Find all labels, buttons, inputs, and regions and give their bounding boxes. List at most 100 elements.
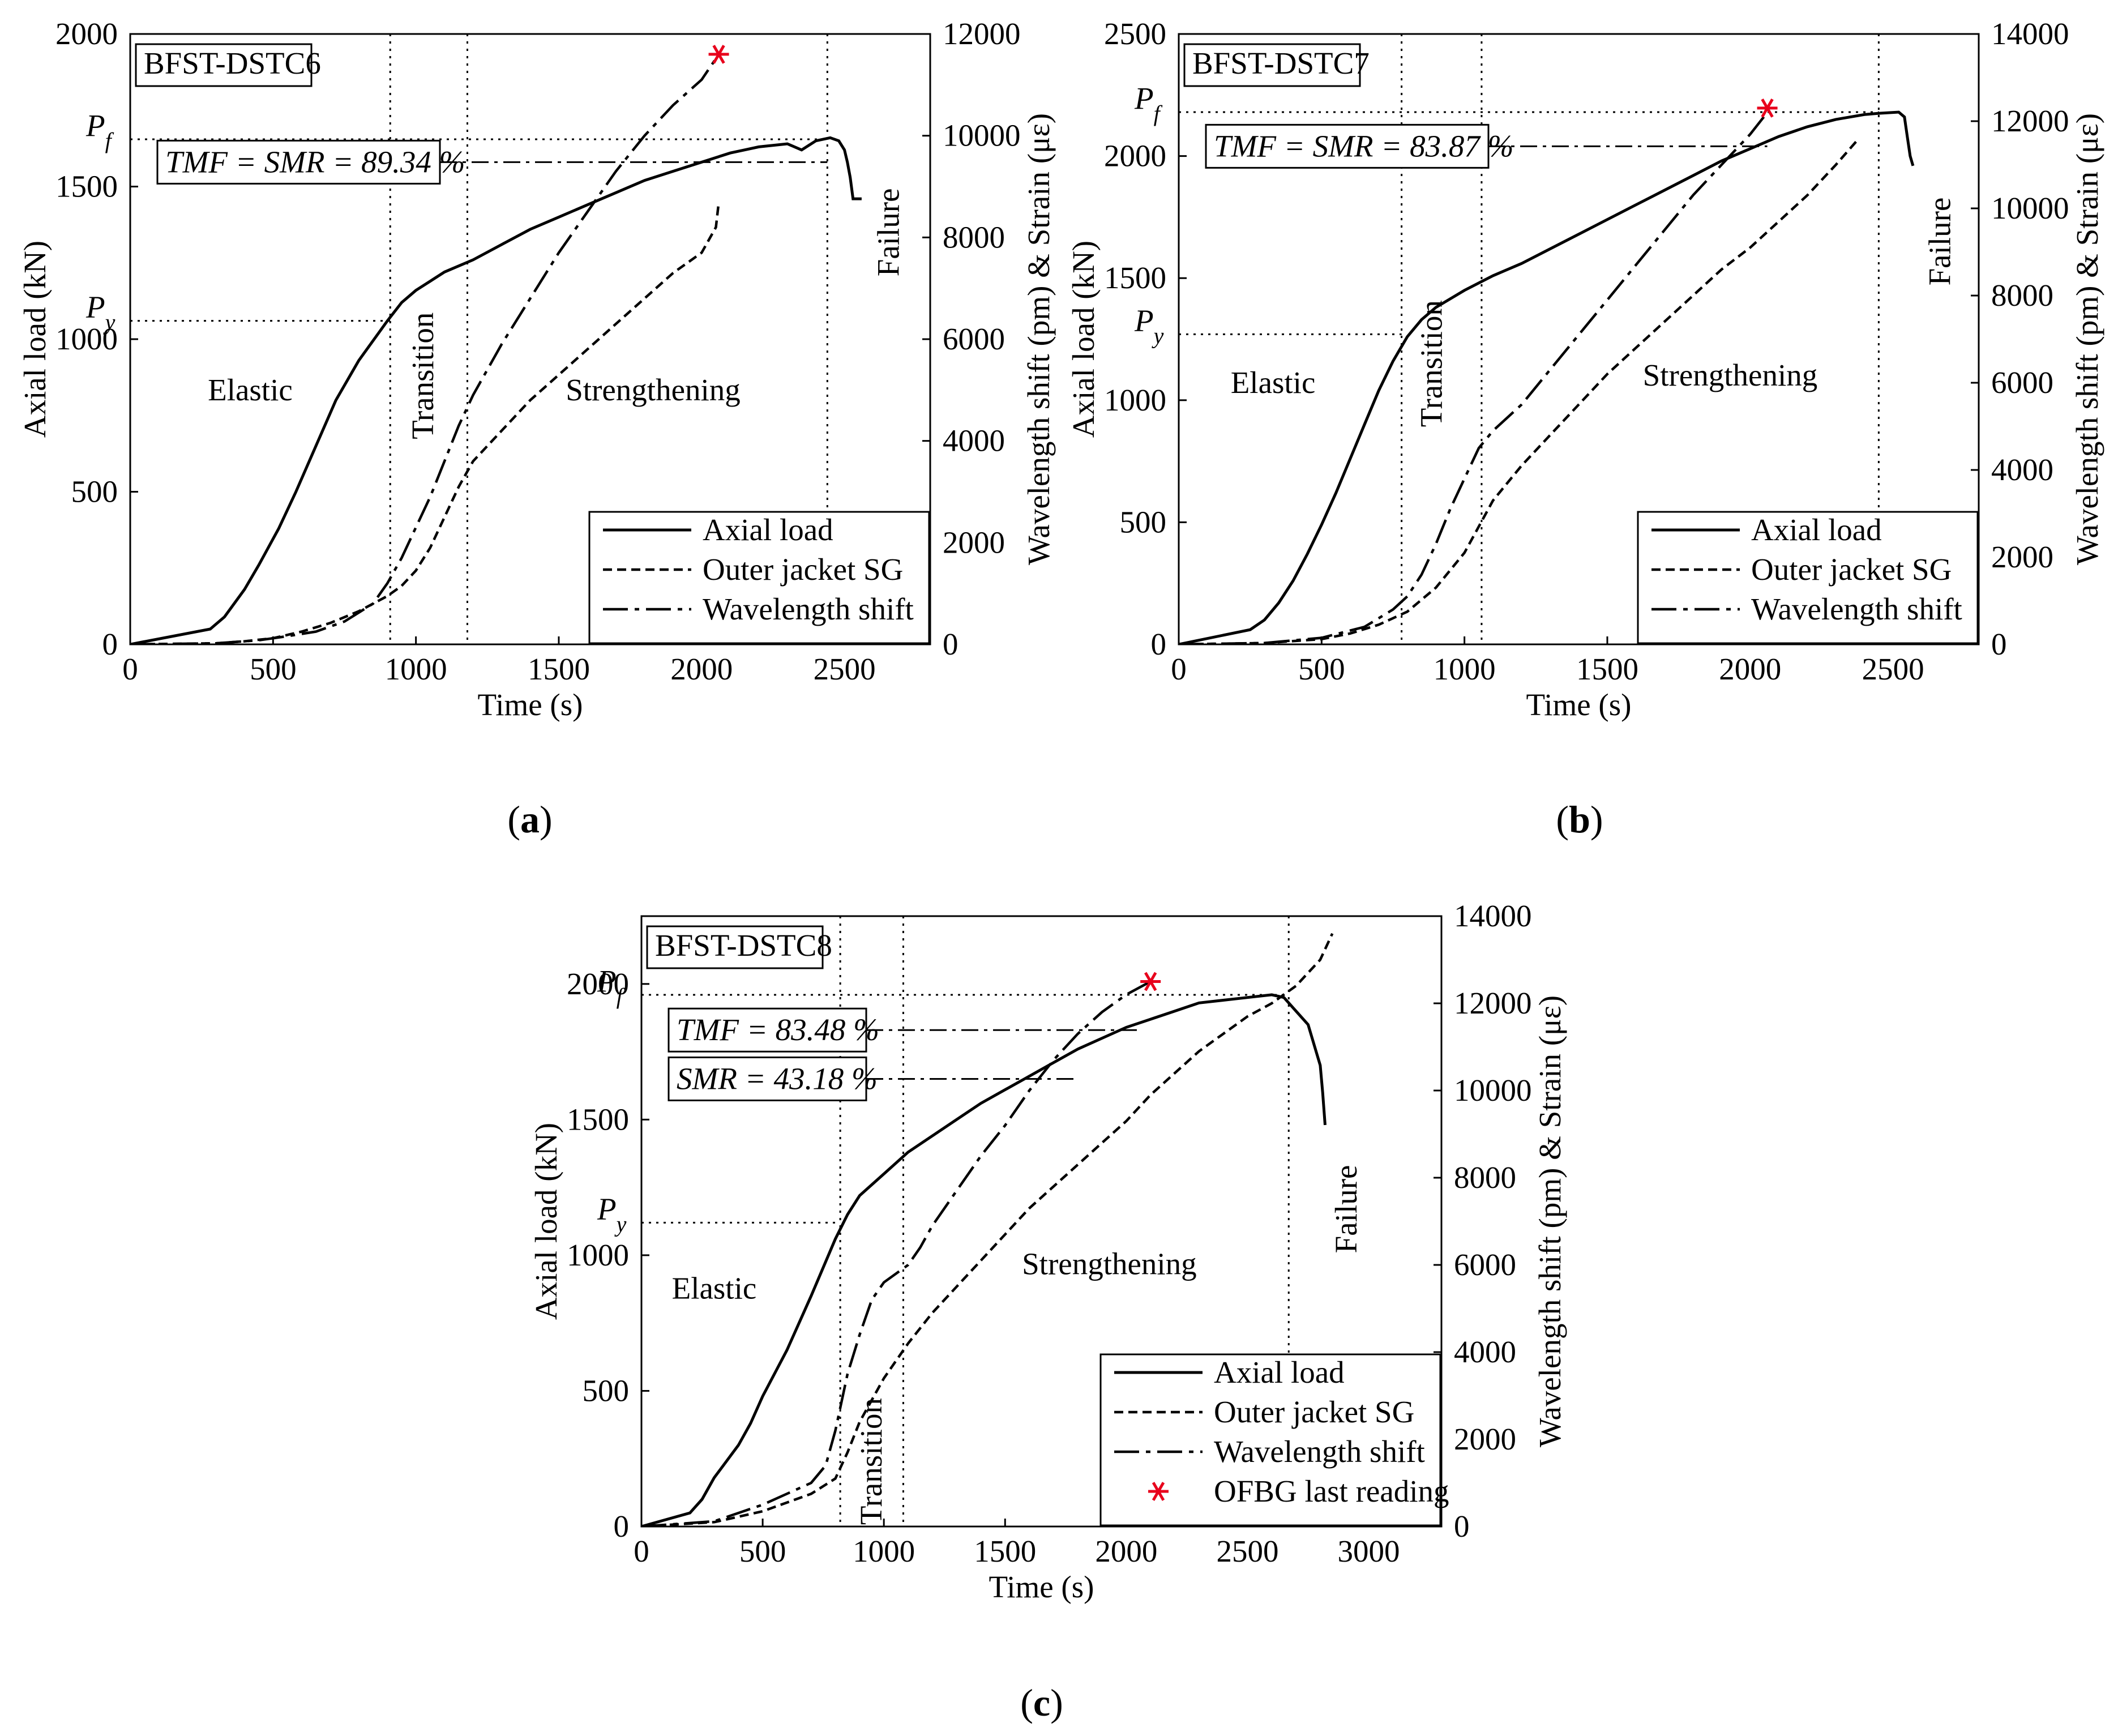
specimen-box [1183,43,1361,87]
x-tick-label: 2500 [1216,1534,1278,1568]
y2-tick-label: 4000 [1454,1335,1516,1369]
series-line-outer-jacket-sg [130,202,720,644]
y2-tick-label: 14000 [1454,899,1532,933]
annotation-box [156,139,441,185]
legend-box [1637,511,1979,644]
pf-label: Pf [85,108,114,153]
y-tick-label: 500 [1120,504,1167,539]
chart-panel-a: 0 500 1000 1500 2000 2500 0 500 1000 1500 2000 0 200… [18,16,1056,841]
py-label: Py [1134,303,1164,348]
chart-panel-c: 0 500 1000 1500 2000 2500 3000 0 500 1000 1500 2000… [529,899,1567,1724]
y-tick-label: 2000 [567,967,629,1001]
x-tick-label: 2000 [670,652,733,686]
y2-tick-label: 2000 [1991,540,2053,574]
x-tick-label: 0 [122,652,138,686]
y-tick-label: 1500 [1104,260,1166,295]
panel-label: (c) [1020,1681,1063,1724]
phase-label: Transition [1414,300,1448,427]
x-axis-label: Time (s) [478,687,583,722]
x-axis-label: Time (s) [989,1570,1094,1604]
x-tick-label: 1500 [528,652,590,686]
y-tick-label: 2000 [1104,139,1166,173]
specimen-label: BFST-DSTC6 [144,46,321,80]
phase-label: Strengthening [566,373,741,407]
y-tick-label: 2500 [1104,16,1166,51]
y-axis-label: Axial load (kN) [529,1123,563,1320]
y2-axis-label: Wavelength shift (pm) & Strain (με) [2070,113,2104,565]
y2-tick-label: 12000 [1454,986,1532,1020]
legend-label: Outer jacket SG [1214,1395,1414,1429]
x-tick-label: 0 [1171,652,1187,686]
series-line-wavelength-shift [130,53,720,644]
series-line-axial-load [641,993,1327,1527]
y2-tick-label: 6000 [1454,1247,1516,1282]
y2-tick-label: 6000 [943,322,1005,356]
phase-label: Elastic [1231,365,1316,400]
y2-tick-label: 10000 [943,118,1021,153]
y-tick-label: 1500 [567,1102,629,1136]
y-tick-label: 1000 [55,322,118,356]
legend-box [588,511,930,644]
x-tick-label: 0 [634,1534,649,1568]
legend-label: Axial load [1214,1355,1345,1389]
ofbg-last-reading-marker [1757,99,1778,118]
legend-label: Wavelength shift [703,592,914,626]
annotation-box [668,1056,867,1101]
annotation-box [1205,123,1490,169]
py-label: Py [597,1191,627,1237]
x-tick-label: 1000 [385,652,447,686]
y2-axis-label: Wavelength shift (pm) & Strain (με) [1533,995,1567,1447]
y-tick-label: 0 [614,1509,630,1543]
phase-label: Elastic [672,1271,757,1306]
phase-label: Failure [1923,198,1957,286]
marker-stroke [1144,972,1157,991]
annotation-box [668,1007,867,1053]
specimen-label: BFST-DSTC7 [1192,46,1370,80]
annotation-text: TMF = 83.48 % [677,1012,879,1047]
annotation-text: TMF = SMR = 89.34 % [165,144,465,179]
phase-label: Strengthening [1022,1246,1197,1281]
marker-stroke [1761,99,1774,118]
x-tick-label: 1000 [853,1534,915,1568]
series-line-wavelength-shift [1179,112,1769,644]
phase-label: Transition [405,313,440,439]
y-tick-label: 500 [71,474,118,509]
marker-stroke [712,45,725,64]
specimen-box [135,43,313,87]
y2-tick-label: 8000 [1991,278,2053,313]
annotation-text: TMF = SMR = 83.87 % [1214,129,1513,163]
annotation-text: SMR = 43.18 % [677,1061,878,1096]
y2-tick-label: 8000 [1454,1160,1516,1195]
series-line-outer-jacket-sg [1179,138,1860,644]
series-line-wavelength-shift [641,980,1152,1527]
x-tick-label: 2000 [1095,1534,1157,1568]
y2-tick-label: 10000 [1991,191,2069,225]
y2-tick-label: 14000 [1991,16,2069,51]
y-tick-label: 1000 [567,1238,629,1272]
series-line-axial-load [1179,110,1915,644]
y2-tick-label: 2000 [1454,1422,1516,1456]
panel-label: (a) [507,798,552,841]
legend-label: Axial load [703,512,833,547]
x-tick-label: 1500 [974,1534,1036,1568]
pf-label: Pf [1134,81,1163,126]
legend-marker-stroke [1152,1482,1165,1501]
y2-tick-label: 0 [1991,627,2007,661]
y-tick-label: 1500 [55,169,118,204]
legend-label: OFBG last reading [1214,1474,1449,1508]
phase-label: Transition [854,1398,888,1525]
series-group [130,53,862,644]
plot-frame [1178,33,1980,645]
ofbg-last-reading-marker [708,45,729,64]
y2-tick-label: 12000 [943,16,1021,51]
x-tick-label: 3000 [1338,1534,1400,1568]
phase-label: Failure [871,188,905,276]
y2-tick-label: 0 [1454,1509,1470,1543]
x-tick-label: 500 [250,652,297,686]
y2-tick-label: 4000 [1991,452,2053,487]
specimen-box [646,925,824,969]
legend-label: Outer jacket SG [703,552,903,587]
legend-label: Outer jacket SG [1751,552,1952,587]
y-axis-label: Axial load (kN) [1066,241,1101,438]
x-tick-label: 2000 [1719,652,1781,686]
